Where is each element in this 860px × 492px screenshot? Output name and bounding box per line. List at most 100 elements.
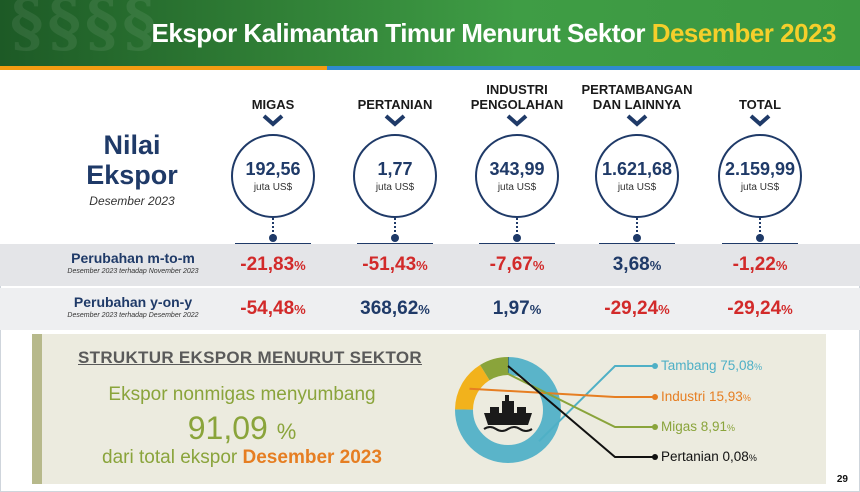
chevron-down-icon — [749, 114, 771, 127]
legend-text: Industri 15,93 — [661, 389, 743, 404]
page-number: 29 — [836, 474, 848, 485]
yoy-number: -29,24 — [727, 298, 782, 319]
connector-stem — [516, 218, 518, 236]
legend-percent: % — [748, 453, 757, 463]
title-main: Ekspor Kalimantan Timur Menurut Sektor — [151, 18, 646, 48]
yoy-value: -54,48% — [218, 298, 328, 320]
chevron-down-icon — [384, 114, 406, 127]
sector-column: PERTAMBANGAN DAN LAINNYA 1.621,68 juta US$ — [582, 72, 693, 245]
legend-label-migas: Migas 8,91% — [661, 419, 735, 434]
sector-unit: juta US$ — [375, 182, 415, 193]
structure-big-value: 91,09 % — [72, 410, 412, 447]
mtm-value: 3,68% — [582, 254, 692, 276]
big-unit: % — [276, 419, 297, 444]
line3-highlight: Desember 2023 — [242, 447, 382, 468]
leader-dot — [652, 424, 658, 430]
yoy-subtitle: Desember 2023 terhadap Desember 2022 — [67, 312, 199, 319]
leader-line — [495, 366, 655, 428]
percent-sign: % — [658, 302, 670, 317]
chevron-down-icon — [506, 114, 528, 127]
cargo-ship-icon — [483, 395, 533, 432]
yoy-value: -29,24% — [582, 298, 692, 320]
yoy-row: Perubahan y-on-y Desember 2023 terhadap … — [0, 288, 860, 330]
leader-line — [469, 387, 655, 398]
sector-label: PERTANIAN — [357, 97, 433, 112]
chevron-down-icon — [262, 114, 284, 127]
nilai-line2: Ekspor — [86, 160, 178, 190]
export-structure-section: STRUKTUR EKSPOR MENURUT SEKTOR Ekspor no… — [32, 334, 826, 484]
yoy-value: 1,97% — [462, 298, 572, 320]
sector-value-circle: 1,77 juta US$ — [353, 134, 437, 218]
mtm-subtitle: Desember 2023 terhadap November 2023 — [67, 268, 199, 275]
nilai-line1: Nilai — [103, 130, 161, 160]
sector-unit: juta US$ — [253, 182, 293, 193]
yoy-number: 1,97 — [492, 298, 530, 319]
yoy-number: 368,62 — [360, 298, 419, 319]
sector-label: TOTAL — [738, 97, 782, 112]
mtm-number: -1,22 — [732, 254, 776, 275]
percent-sign: % — [294, 258, 306, 273]
connector-dot — [513, 234, 521, 242]
legend-text: Pertanian 0,08 — [661, 449, 749, 464]
donut-slice-pertanian — [455, 357, 561, 463]
yoy-number: -29,24 — [604, 298, 659, 319]
page-title: Ekspor Kalimantan Timur Menurut Sektor D… — [151, 18, 837, 49]
nilai-ekspor-label: Nilai Ekspor Desember 2023 — [62, 130, 202, 208]
connector-stem — [272, 218, 274, 236]
percent-sign: % — [416, 258, 428, 273]
sector-unit: juta US$ — [617, 182, 657, 193]
sector-unit: juta US$ — [740, 182, 780, 193]
big-value: 91,09 — [187, 410, 268, 446]
legend-percent: % — [742, 393, 751, 403]
yoy-value: 368,62% — [340, 298, 450, 320]
connector-stem — [394, 218, 396, 236]
connector-dot — [633, 234, 641, 242]
mtm-value: -51,43% — [340, 254, 450, 276]
connector-dot — [391, 234, 399, 242]
sector-value-circle: 2.159,99 juta US$ — [718, 134, 802, 218]
mtm-value: -7,67% — [462, 254, 572, 276]
sector-column: MIGAS 192,56 juta US$ — [218, 72, 328, 245]
connector-stem — [759, 218, 761, 236]
legend-label-industri: Industri 15,93% — [661, 389, 751, 404]
sector-value-circle: 1.621,68 juta US$ — [595, 134, 679, 218]
leader-line — [538, 365, 655, 442]
structure-line3: dari total ekspor Desember 2023 — [72, 447, 412, 469]
sector-value: 1,77 — [377, 159, 413, 179]
yoy-row-label: Perubahan y-on-y Desember 2023 terhadap … — [58, 294, 208, 319]
donut-chart-box: Tambang 75,08% Industri 15,93% Migas 8,91%… — [455, 345, 805, 475]
sector-value: 343,99 — [489, 159, 545, 179]
mtm-row-label: Perubahan m-to-m Desember 2023 terhadap … — [58, 250, 208, 275]
header-banner: §§§§ Ekspor Kalimantan Timur Menurut Sek… — [0, 0, 860, 68]
section-edge-bar — [32, 334, 42, 484]
mtm-number: -21,83 — [240, 254, 295, 275]
leader-line — [507, 365, 655, 458]
sector-value-circle: 343,99 juta US$ — [475, 134, 559, 218]
legend-text: Tambang 75,08 — [661, 358, 755, 373]
yoy-number: -54,48 — [240, 298, 295, 319]
nilai-period: Desember 2023 — [89, 194, 175, 208]
sector-column: PERTANIAN 1,77 juta US$ — [340, 72, 450, 245]
chevron-down-icon — [626, 114, 648, 127]
mtm-row: Perubahan m-to-m Desember 2023 terhadap … — [0, 244, 860, 286]
connector-dot — [756, 234, 764, 242]
leader-dot — [652, 363, 658, 369]
percent-sign: % — [649, 258, 662, 273]
sector-column: INDUSTRI PENGOLAHAN 343,99 juta US$ — [462, 72, 572, 245]
sector-value: 192,56 — [245, 159, 301, 179]
percent-sign: % — [294, 302, 306, 317]
structure-line1: Ekspor nonmigas menyumbang — [108, 384, 376, 405]
yoy-value: -29,24% — [705, 298, 815, 320]
percent-sign: % — [532, 258, 545, 273]
title-highlight: Desember 2023 — [651, 18, 837, 48]
structure-title: STRUKTUR EKSPOR MENURUT SEKTOR — [78, 348, 422, 367]
percent-sign: % — [529, 302, 542, 317]
sector-value: 2.159,99 — [724, 159, 796, 179]
sector-value-circle: 192,56 juta US$ — [231, 134, 315, 218]
sector-unit: juta US$ — [497, 182, 537, 193]
percent-sign: % — [775, 258, 788, 273]
mtm-title: Perubahan m-to-m — [71, 250, 195, 266]
leader-dot — [652, 454, 658, 460]
connector-dot — [269, 234, 277, 242]
sector-label: MIGAS — [251, 97, 295, 112]
